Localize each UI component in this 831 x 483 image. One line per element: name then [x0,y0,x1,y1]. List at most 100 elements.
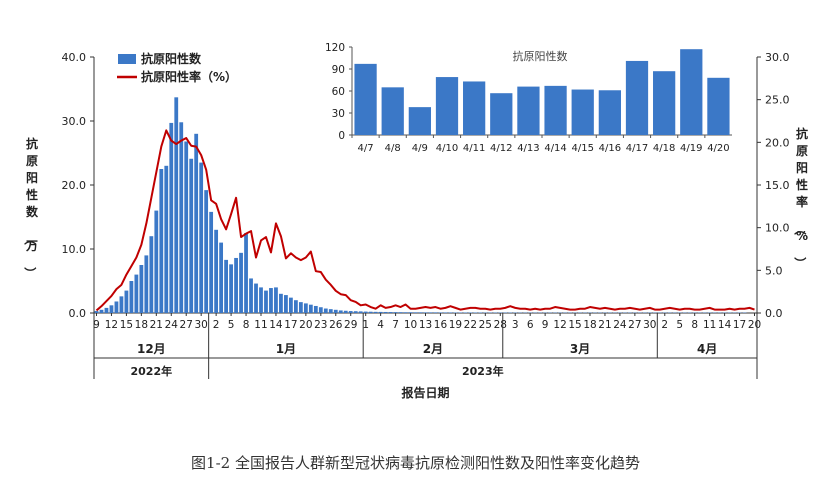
inset-y-tick-label: 30 [332,108,345,120]
positive-count-bar [363,311,368,313]
left-axis-title-char: 万 [25,239,38,253]
right-tick-label: 30.0 [765,51,790,64]
x-tick-label: 30 [194,319,207,331]
positive-count-bar [373,311,378,313]
right-axis-title-char: 率 [796,194,808,209]
positive-count-bar [219,242,224,313]
right-axis-title-char: 抗 [796,126,808,141]
x-tick-label: 2 [213,319,220,331]
positive-count-bar [453,312,458,313]
positive-count-bar [418,312,423,313]
month-label: 1月 [276,342,296,356]
positive-count-bar [94,311,99,313]
x-tick-label: 17 [284,319,297,331]
positive-count-bar [473,312,478,313]
positive-count-bar [214,229,219,313]
x-tick-label: 2 [661,319,668,331]
right-tick-label: 20.0 [765,136,790,149]
year-label: 2023年 [462,364,504,378]
positive-count-bar [393,312,398,313]
positive-count-bar [274,287,278,313]
inset-x-tick-label: 4/13 [517,143,539,154]
inset-bar [680,49,703,136]
figure-caption: 图1-2 全国报告人群新型冠状病毒抗原检测阳性数及阳性率变化趋势 [191,454,640,472]
positive-count-bar [383,311,388,313]
x-tick-label: 17 [733,319,746,331]
right-axis-title-char: 原 [796,144,808,158]
x-axis-title: 报告日期 [401,385,449,400]
legend-bar-swatch [118,54,136,64]
positive-count-bar [154,210,159,313]
positive-count-bar [114,301,119,313]
positive-count-bar [109,305,114,313]
positive-count-bar [204,190,209,313]
positive-count-bar [249,278,253,313]
month-label: 3月 [570,342,590,356]
x-tick-label: 12 [553,319,566,331]
x-tick-label: 15 [120,319,133,331]
inset-y-tick-label: 60 [332,86,345,98]
x-tick-label: 9 [93,319,100,331]
left-tick-label: 0.0 [69,307,87,320]
positive-count-bar [209,211,214,313]
positive-count-bar [308,304,313,313]
positive-count-bar [408,312,413,313]
positive-count-bar [433,312,438,313]
x-tick-label: 25 [479,319,492,331]
positive-count-bar [169,122,174,313]
positive-count-bar [149,236,154,313]
x-tick-label: 8 [691,319,698,331]
x-tick-label: 6 [527,319,534,331]
positive-count-bar [144,255,149,313]
left-axis-title: 抗原阳性数 （万 ） [23,136,39,279]
inset-x-tick-label: 4/18 [653,143,675,154]
positive-count-bar [254,283,258,313]
positive-count-bar [413,312,418,313]
x-tick-label: 27 [180,319,193,331]
positive-count-bar [323,308,328,313]
x-tick-label: 21 [150,319,163,331]
left-tick-label: 20.0 [62,179,87,192]
positive-count-bar [284,295,288,313]
x-tick-label: 7 [392,319,399,331]
x-tick-label: 26 [329,319,343,331]
x-tick-label: 10 [404,319,417,331]
inset-x-tick-label: 4/17 [626,143,648,154]
inset-x-tick-label: 4/12 [490,143,512,154]
month-label: 2月 [423,342,443,356]
month-label: 12月 [137,342,166,356]
positive-count-bar [269,288,273,313]
year-label: 2022年 [131,364,173,378]
inset-bar [625,60,649,135]
inset-x-tick-label: 4/10 [436,143,458,154]
x-tick-label: 28 [494,319,507,331]
inset-y-tick-label: 90 [332,64,345,76]
positive-count-bar [179,122,184,313]
left-axis-title-char: （ [23,233,38,245]
right-tick-label: 10.0 [765,222,790,235]
positive-count-bar [478,312,483,313]
positive-count-bar [438,312,443,313]
positive-count-bar [423,312,428,313]
positive-count-bar [368,311,373,313]
inset-bar [354,63,377,135]
inset-x-tick-label: 4/19 [680,143,702,154]
inset-bar [408,107,431,135]
positive-count-bar [298,302,303,313]
x-tick-label: 5 [676,319,683,331]
right-tick-label: 0.0 [765,307,783,320]
positive-count-bar [293,300,298,313]
x-tick-label: 23 [314,319,327,331]
positive-count-bar [234,257,238,313]
positive-count-bar [224,259,228,313]
positive-count-bar [279,293,283,313]
left-axis-title-char: ） [23,267,38,279]
inset-bar [463,81,486,135]
x-tick-label: 1 [362,319,369,331]
positive-count-bar [303,303,308,313]
month-label: 4月 [697,342,717,356]
right-axis-title-char: （ [793,223,808,235]
inset-bar [381,87,404,135]
